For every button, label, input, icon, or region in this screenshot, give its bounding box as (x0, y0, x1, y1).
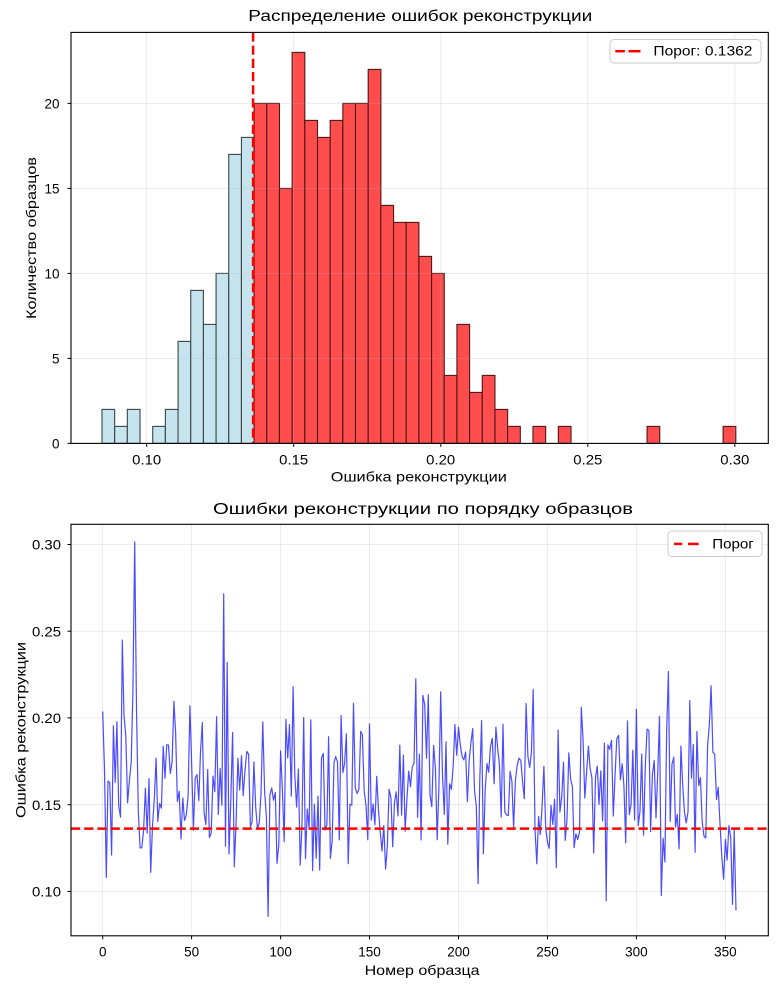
svg-text:10: 10 (44, 267, 59, 282)
svg-text:Ошибка реконструкции: Ошибка реконструкции (14, 642, 29, 818)
svg-text:100: 100 (269, 945, 292, 960)
svg-text:0.20: 0.20 (32, 711, 61, 726)
svg-text:Порог: Порог (712, 537, 754, 552)
svg-text:0: 0 (99, 945, 107, 960)
svg-text:0.30: 0.30 (720, 453, 749, 468)
svg-text:0.25: 0.25 (32, 624, 61, 639)
svg-text:15: 15 (44, 182, 59, 197)
svg-text:Порог: 0.1362: Порог: 0.1362 (653, 44, 752, 59)
svg-text:5: 5 (52, 352, 60, 367)
svg-text:0.10: 0.10 (132, 453, 161, 468)
svg-text:350: 350 (714, 945, 737, 960)
svg-text:0.15: 0.15 (279, 453, 308, 468)
svg-text:Номер образца: Номер образца (365, 963, 480, 978)
svg-text:150: 150 (358, 945, 381, 960)
svg-text:0: 0 (52, 437, 60, 452)
svg-text:250: 250 (536, 945, 559, 960)
svg-text:0.25: 0.25 (573, 453, 602, 468)
svg-text:0.30: 0.30 (32, 538, 61, 553)
svg-text:50: 50 (184, 945, 199, 960)
svg-text:200: 200 (447, 945, 470, 960)
svg-text:0.20: 0.20 (426, 453, 455, 468)
svg-text:Распределение ошибок реконстру: Распределение ошибок реконструкции (248, 8, 592, 25)
svg-text:0.15: 0.15 (32, 798, 61, 813)
svg-text:300: 300 (625, 945, 648, 960)
svg-text:0.10: 0.10 (32, 885, 61, 900)
svg-text:Ошибки реконструкции по порядк: Ошибки реконструкции по порядку образцов (213, 501, 633, 518)
svg-text:Количество образцов: Количество образцов (24, 157, 39, 319)
svg-text:20: 20 (44, 97, 59, 112)
svg-text:Ошибка реконструкции: Ошибка реконструкции (331, 470, 507, 485)
